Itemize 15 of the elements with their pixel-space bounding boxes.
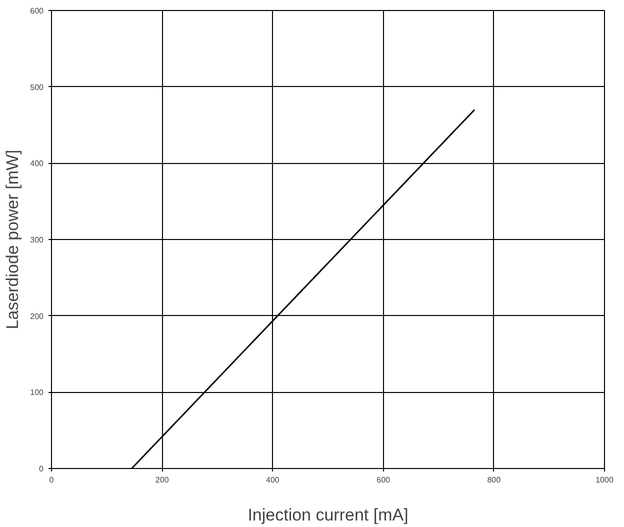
y-tick-label: 300: [30, 236, 44, 244]
x-tick-label: 1000: [596, 476, 614, 484]
x-tick-label: 0: [49, 476, 54, 484]
y-tick-label: 600: [30, 6, 44, 16]
y-axis-title: Laserdiode power [mW]: [3, 150, 22, 330]
x-tick-label: 800: [487, 476, 502, 484]
y-tick-label: 0: [39, 464, 44, 474]
y-tick-label: 500: [30, 82, 44, 92]
x-tick-label: 600: [376, 476, 391, 484]
x-axis-title: Injection current [mA]: [248, 506, 408, 524]
y-tick-label: 400: [30, 159, 44, 168]
x-tick-label: 200: [155, 476, 170, 484]
x-tick-label: 400: [266, 476, 280, 484]
y-tick-label: 100: [30, 388, 44, 398]
y-tick-label: 200: [30, 312, 44, 321]
